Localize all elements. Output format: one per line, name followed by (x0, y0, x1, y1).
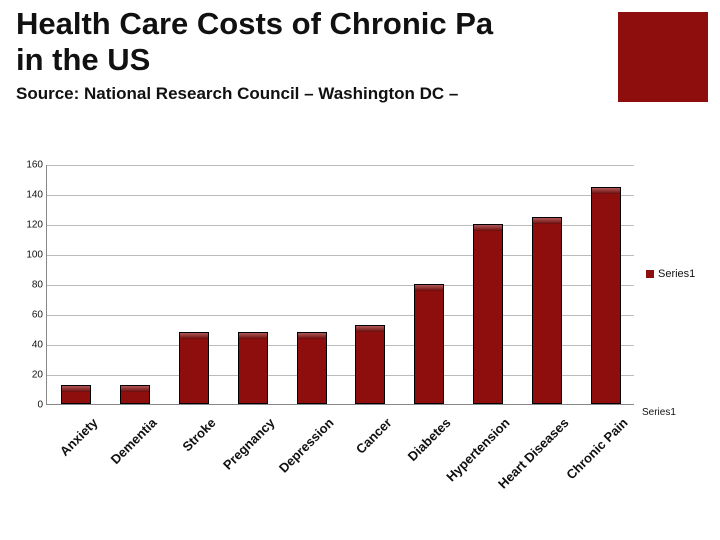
bar (179, 332, 209, 404)
bar (120, 385, 150, 405)
y-tick-label: 20 (19, 370, 43, 381)
bar (591, 187, 621, 405)
y-tick-label: 80 (19, 280, 43, 291)
bar (355, 325, 385, 405)
legend-swatch (646, 270, 654, 278)
bar (297, 332, 327, 404)
gridline (47, 165, 634, 166)
bar (238, 332, 268, 404)
y-tick-label: 40 (19, 340, 43, 351)
bar (61, 385, 91, 405)
plot-area: 020406080100120140160 (46, 165, 634, 405)
slide-subtitle: Source: National Research Council – Wash… (16, 84, 458, 104)
bar-chart: 020406080100120140160 Series1 Series1 An… (16, 165, 704, 525)
header-accent-block (618, 12, 708, 102)
title-line1: Health Care Costs of Chronic Pa (16, 6, 493, 41)
axis-end-label: Series1 (642, 407, 676, 418)
legend-label: Series1 (658, 268, 695, 280)
gridline (47, 195, 634, 196)
title-line2: in the US (16, 42, 150, 77)
legend: Series1 (646, 268, 695, 280)
y-tick-label: 100 (19, 250, 43, 261)
slide-title: Health Care Costs of Chronic Pa in the U… (16, 6, 493, 77)
bar (414, 284, 444, 404)
y-tick-label: 140 (19, 190, 43, 201)
y-tick-label: 120 (19, 220, 43, 231)
y-tick-label: 60 (19, 310, 43, 321)
bar (473, 224, 503, 404)
y-tick-label: 0 (19, 400, 43, 411)
y-tick-label: 160 (19, 160, 43, 171)
bar (532, 217, 562, 405)
